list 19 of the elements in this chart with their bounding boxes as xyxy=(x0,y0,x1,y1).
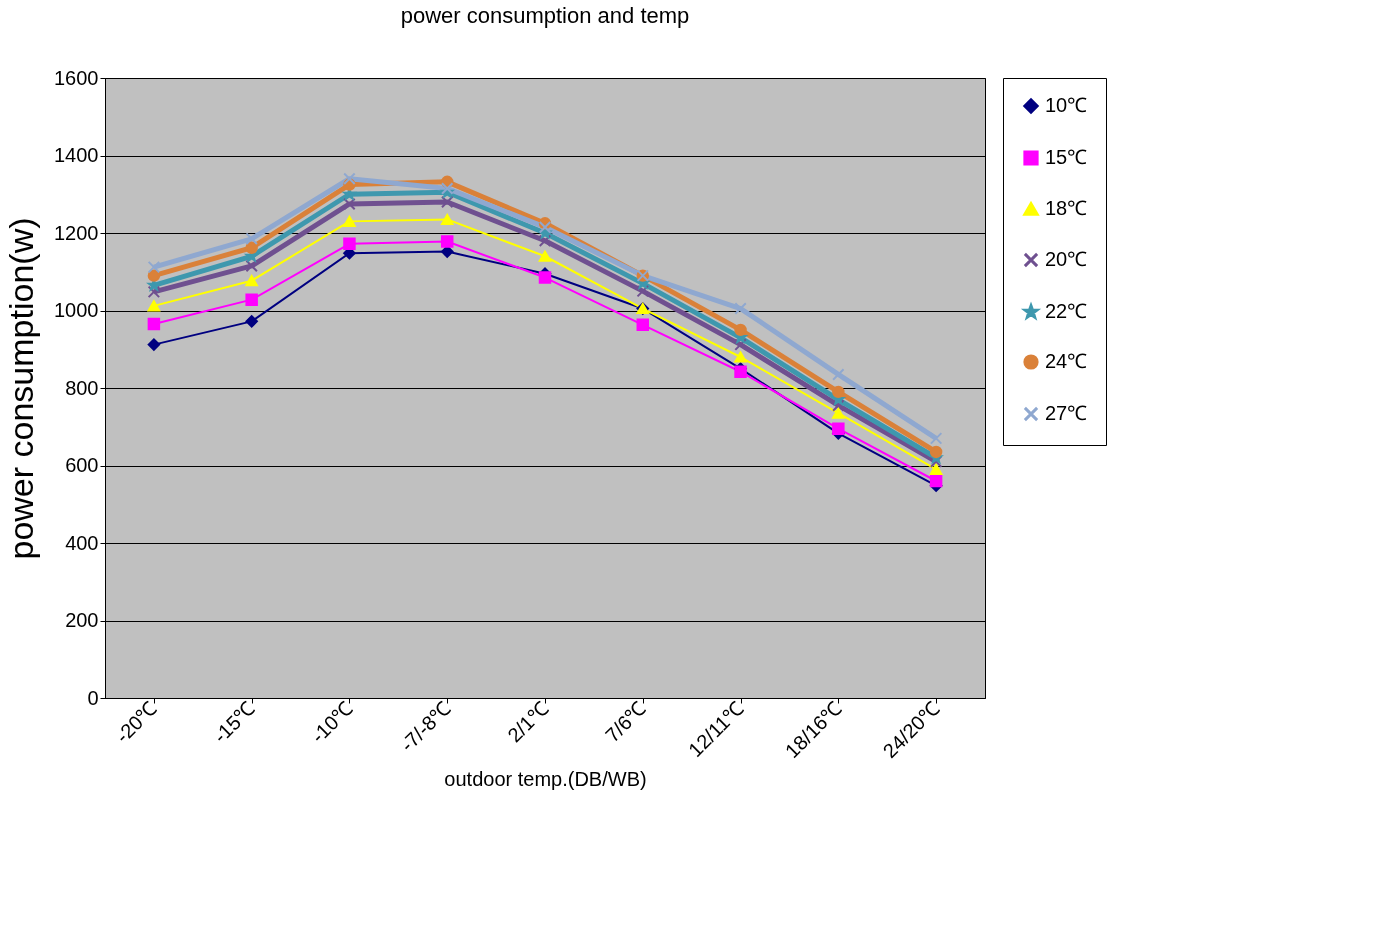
x-axis-title: outdoor temp.(DB/WB) xyxy=(444,768,647,791)
legend-label: 20℃ xyxy=(1045,248,1088,270)
legend-label: 18℃ xyxy=(1045,197,1088,219)
chart-title: power consumption and temp xyxy=(400,3,690,28)
y-tick-label: 1000 xyxy=(54,299,99,321)
y-tick-label: 800 xyxy=(65,376,99,399)
legend-label: 22℃ xyxy=(1045,300,1088,322)
y-tick-label: 1600 xyxy=(54,66,99,89)
y-tick-label: 0 xyxy=(87,686,99,709)
y-tick-label: 1200 xyxy=(54,221,99,244)
legend-label: 10℃ xyxy=(1045,94,1088,116)
legend-label: 27℃ xyxy=(1045,402,1088,424)
y-tick-label: 400 xyxy=(65,531,99,554)
y-tick-label: 600 xyxy=(65,454,99,476)
y-tick-label: 200 xyxy=(65,609,99,631)
legend-label: 15℃ xyxy=(1045,146,1088,168)
y-axis-title: power consumption(w) xyxy=(2,217,41,560)
legend-label: 24℃ xyxy=(1045,350,1088,372)
y-tick-label: 1400 xyxy=(54,144,99,166)
